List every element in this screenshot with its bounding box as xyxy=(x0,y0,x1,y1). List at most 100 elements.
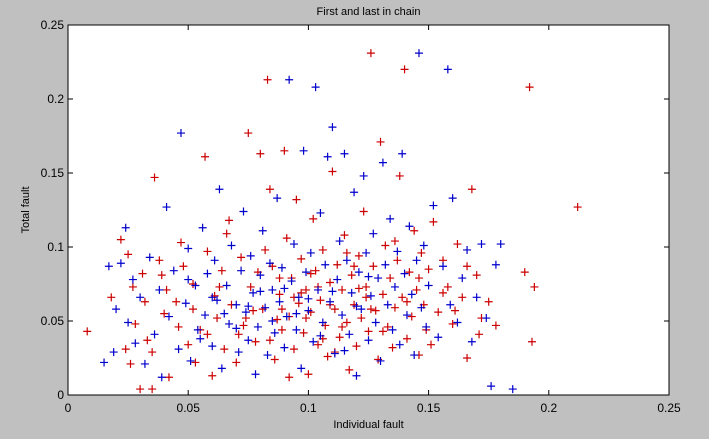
scatter-point xyxy=(338,285,347,294)
scatter-point xyxy=(282,234,291,243)
scatter-point xyxy=(239,321,248,330)
scatter-point xyxy=(191,358,200,367)
scatter-point xyxy=(256,287,265,296)
scatter-point xyxy=(304,306,313,315)
scatter-point xyxy=(472,271,481,280)
scatter-point xyxy=(527,337,536,346)
x-tick-label: 0.25 xyxy=(657,401,681,415)
scatter-point xyxy=(429,201,438,210)
scatter-point xyxy=(362,282,371,291)
scatter-point xyxy=(463,354,472,362)
scatter-point xyxy=(467,185,476,194)
scatter-point xyxy=(496,240,505,249)
y-axis: 0 0.05 0.1 0.15 0.2 0.25 xyxy=(41,18,669,402)
scatter-point xyxy=(104,262,113,271)
scatter-point xyxy=(184,340,193,349)
scatter-point xyxy=(309,337,318,346)
scatter-point xyxy=(407,290,416,299)
x-tick-label: 0 xyxy=(65,401,72,415)
scatter-point xyxy=(263,75,272,84)
scatter-point xyxy=(282,312,291,321)
scatter-point xyxy=(273,315,282,324)
scatter-point xyxy=(162,203,171,212)
scatter-point xyxy=(116,235,125,244)
scatter-point xyxy=(258,226,267,235)
scatter-point xyxy=(311,266,320,275)
scatter-point xyxy=(345,365,354,374)
scatter-point xyxy=(292,325,301,334)
scatter-point xyxy=(148,385,157,394)
scatter-point xyxy=(292,195,301,204)
scatter-point xyxy=(472,293,481,302)
scatter-point xyxy=(398,293,407,302)
scatter-point xyxy=(210,256,219,265)
scatter-point xyxy=(386,274,395,283)
scatter-point xyxy=(484,297,493,306)
scatter-point xyxy=(371,306,380,315)
points-layer xyxy=(83,49,582,394)
scatter-point xyxy=(244,336,253,345)
scatter-point xyxy=(140,297,149,306)
scatter-point xyxy=(184,275,193,284)
scatter-point xyxy=(520,268,529,277)
scatter-point xyxy=(225,319,234,328)
scatter-point xyxy=(160,309,169,318)
scatter-point xyxy=(227,241,236,250)
scatter-point xyxy=(220,345,229,354)
y-tick-label: 0.2 xyxy=(47,92,64,106)
scatter-point xyxy=(157,271,166,280)
scatter-point xyxy=(410,351,419,360)
scatter-point xyxy=(451,306,460,315)
scatter-point xyxy=(301,314,310,323)
scatter-point xyxy=(256,149,265,158)
scatter-point xyxy=(234,330,243,339)
scatter-point xyxy=(304,294,313,303)
scatter-point xyxy=(362,248,371,257)
scatter-point xyxy=(208,293,217,302)
scatter-point xyxy=(412,285,421,294)
scatter-point xyxy=(381,260,390,269)
y-tick-label: 0.1 xyxy=(47,240,64,254)
y-tick-label: 0.25 xyxy=(41,18,65,32)
scatter-point xyxy=(164,312,173,321)
scatter-point xyxy=(244,302,253,311)
scatter-point xyxy=(390,282,399,291)
chart-title: First and last in chain xyxy=(317,6,421,18)
scatter-point xyxy=(107,293,116,302)
scatter-point xyxy=(573,203,582,212)
scatter-point xyxy=(342,318,351,327)
scatter-point xyxy=(176,129,185,138)
scatter-point xyxy=(241,308,250,317)
scatter-point xyxy=(299,328,308,337)
scatter-point xyxy=(333,260,342,269)
scatter-point xyxy=(268,317,277,325)
scatter-point xyxy=(326,297,335,306)
scatter-point xyxy=(297,254,306,263)
y-axis-label: Total fault xyxy=(20,186,32,233)
scatter-point xyxy=(330,349,339,358)
scatter-point xyxy=(475,330,484,339)
scatter-point xyxy=(402,311,411,320)
scatter-point xyxy=(453,318,462,327)
scatter-point xyxy=(328,167,337,176)
scatter-point xyxy=(393,247,402,256)
scatter-point xyxy=(287,277,296,286)
scatter-point xyxy=(263,351,272,360)
scatter-point xyxy=(347,288,356,297)
scatter-point xyxy=(354,284,363,293)
scatter-point xyxy=(340,149,349,158)
scatter-point xyxy=(342,256,351,265)
scatter-point xyxy=(314,340,323,349)
scatter-point xyxy=(275,297,284,306)
scatter-point xyxy=(150,330,159,339)
scatter-point xyxy=(213,296,222,305)
scatter-point xyxy=(83,327,92,336)
scatter-point xyxy=(448,194,457,203)
scatter-point xyxy=(268,285,277,294)
scatter-point xyxy=(378,290,387,299)
scatter-point xyxy=(275,290,284,299)
scatter-point xyxy=(366,305,375,314)
y-tick-label: 0.15 xyxy=(41,166,65,180)
scatter-point xyxy=(306,248,315,257)
scatter-point xyxy=(277,263,286,272)
